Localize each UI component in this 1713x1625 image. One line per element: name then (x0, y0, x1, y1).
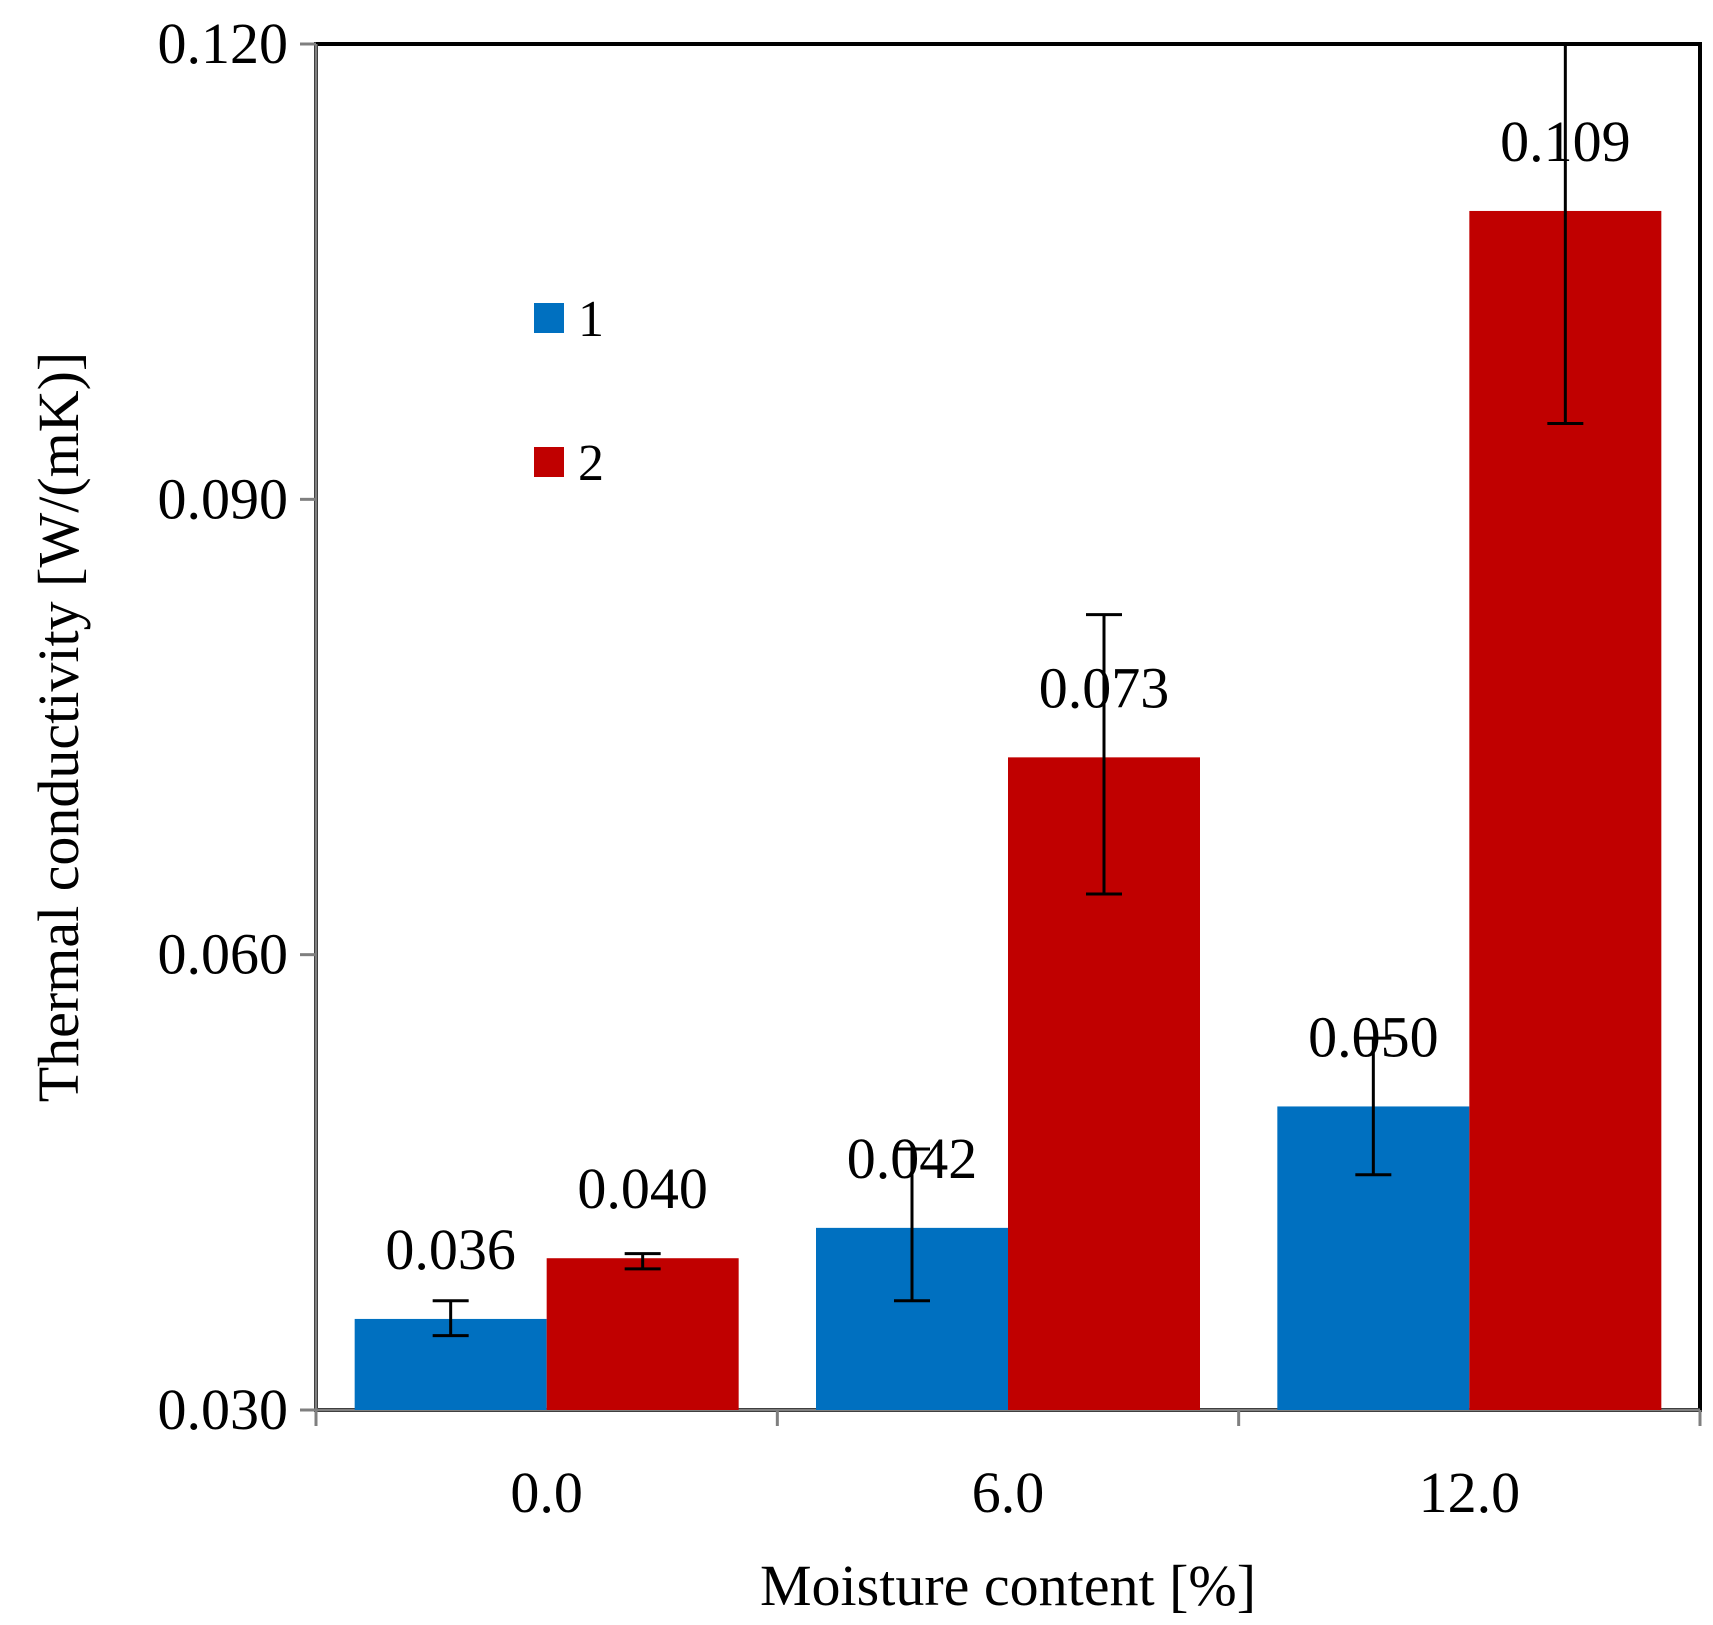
y-axis-title: Thermal conductivity [W/(mK)] (26, 352, 91, 1103)
y-tick-label: 0.030 (158, 1377, 289, 1442)
y-tick-label: 0.060 (158, 922, 289, 987)
data-label-series-1-6.0: 0.042 (847, 1126, 978, 1191)
y-tick-label: 0.120 (158, 11, 289, 76)
bar-series-2-0.0 (546, 1258, 739, 1410)
data-label-series-2-6.0: 0.073 (1039, 655, 1170, 720)
x-tick-label-0.0: 0.0 (510, 1460, 583, 1525)
x-axis-title: Moisture content [%] (760, 1553, 1256, 1618)
x-tick-label-12.0: 12.0 (1419, 1460, 1521, 1525)
legend-label-1: 1 (578, 291, 604, 348)
y-tick-label: 0.090 (158, 466, 289, 531)
x-tick-label-6.0: 6.0 (972, 1460, 1045, 1525)
data-label-series-2-0.0: 0.040 (577, 1156, 708, 1221)
legend-swatch-2 (534, 447, 564, 477)
legend-label-2: 2 (578, 435, 604, 492)
data-label-series-1-12.0: 0.050 (1308, 1004, 1439, 1069)
data-label-series-2-12.0: 0.109 (1500, 109, 1631, 174)
legend: 1 2 (534, 291, 604, 492)
legend-swatch-1 (534, 303, 564, 333)
data-label-series-1-0.0: 0.036 (385, 1217, 516, 1282)
